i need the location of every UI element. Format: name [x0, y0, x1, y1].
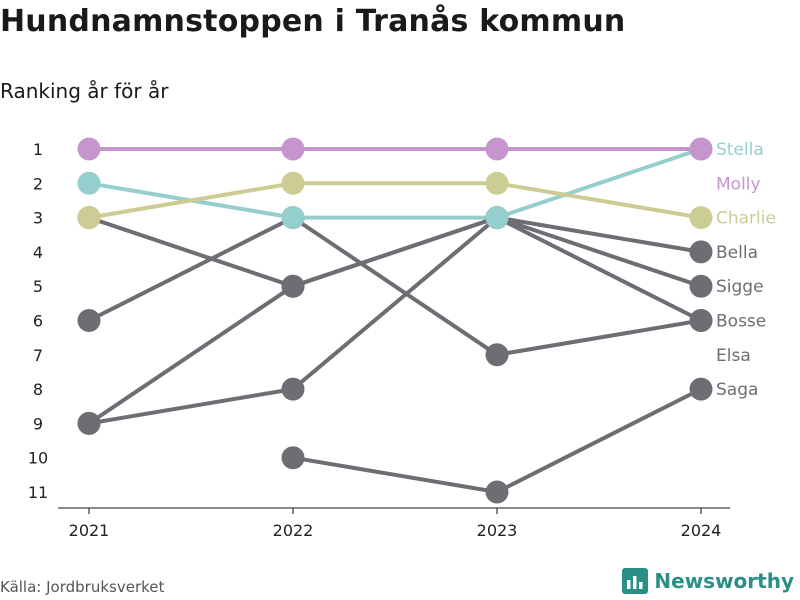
bar-chart-icon: [622, 568, 649, 594]
series-label-bella: Bella: [716, 243, 758, 263]
data-point-saga: [485, 480, 509, 504]
x-tick-label: 2024: [681, 521, 722, 540]
series-label-bosse: Bosse: [716, 312, 766, 332]
y-tick-label: 8: [33, 380, 43, 399]
y-tick-label: 11: [28, 483, 48, 502]
data-point-bosse: [485, 343, 509, 367]
bump-chart: 1 2 3 4 5 6 7 8 9 10 11 2021 2022 2023 2024 Stella Moll…: [28, 137, 776, 540]
series-label-charlie: Charlie: [716, 209, 776, 229]
chart-subtitle: Ranking år för år: [0, 79, 169, 103]
data-point-charlie: [281, 171, 305, 195]
brand-logo: Newsworthy: [622, 568, 794, 594]
chart-title: Hundnamnstoppen i Tranås kommun: [0, 4, 626, 39]
data-point-saga: [281, 446, 305, 470]
series-label-saga: Saga: [716, 380, 758, 400]
data-point-sigge: [689, 274, 713, 298]
series-line-charlie: [88, 181, 702, 220]
data-point-bosse: [77, 309, 101, 332]
y-tick-label: 6: [33, 312, 43, 331]
y-tick-label: 7: [33, 346, 43, 365]
y-tick-label: 4: [33, 243, 43, 262]
x-tick-label: 2022: [273, 521, 314, 540]
y-tick-label: 2: [33, 174, 43, 193]
data-point-charlie: [77, 206, 101, 230]
data-point-stella: [281, 206, 305, 230]
data-point-elsa: [77, 411, 101, 435]
x-tick-label: 2023: [477, 521, 518, 540]
data-point-stella: [485, 206, 509, 230]
axes: 1 2 3 4 5 6 7 8 9 10 11 2021 2022 2023 2024: [28, 140, 730, 540]
data-point-molly: [281, 137, 305, 161]
y-tick-label: 3: [33, 209, 43, 228]
series-label-molly: Molly: [716, 174, 761, 194]
data-point-stella: [77, 171, 101, 195]
data-point-sigge: [281, 274, 305, 298]
data-point-molly: [77, 137, 101, 161]
data-point-molly: [485, 137, 509, 161]
series-label-elsa: Elsa: [716, 346, 751, 366]
x-tick-label: 2021: [69, 521, 110, 540]
series-points: [77, 137, 713, 504]
series-line-sigge: [87, 215, 702, 426]
data-point-charlie: [689, 206, 713, 230]
series-labels: Stella Molly Charlie Bella Sigge Bosse Elsa Sag…: [716, 140, 776, 400]
data-point-molly: [689, 137, 713, 161]
y-tick-label: 5: [33, 277, 43, 296]
brand-name: Newsworthy: [654, 569, 794, 593]
data-point-elsa: [689, 309, 713, 332]
data-point-elsa: [281, 377, 305, 401]
data-point-bella: [689, 240, 713, 264]
data-point-charlie: [485, 171, 509, 195]
series-lines: [87, 147, 702, 494]
y-tick-label: 10: [28, 449, 48, 468]
source-note: Källa: Jordbruksverket: [0, 578, 165, 596]
series-label-stella: Stella: [716, 140, 764, 160]
series-line-bosse: [88, 215, 702, 357]
data-point-saga: [689, 377, 713, 401]
y-tick-label: 9: [33, 414, 43, 433]
series-line-saga: [292, 387, 702, 494]
series-line-elsa: [88, 215, 702, 426]
series-label-sigge: Sigge: [716, 277, 764, 297]
y-tick-label: 1: [33, 140, 43, 159]
